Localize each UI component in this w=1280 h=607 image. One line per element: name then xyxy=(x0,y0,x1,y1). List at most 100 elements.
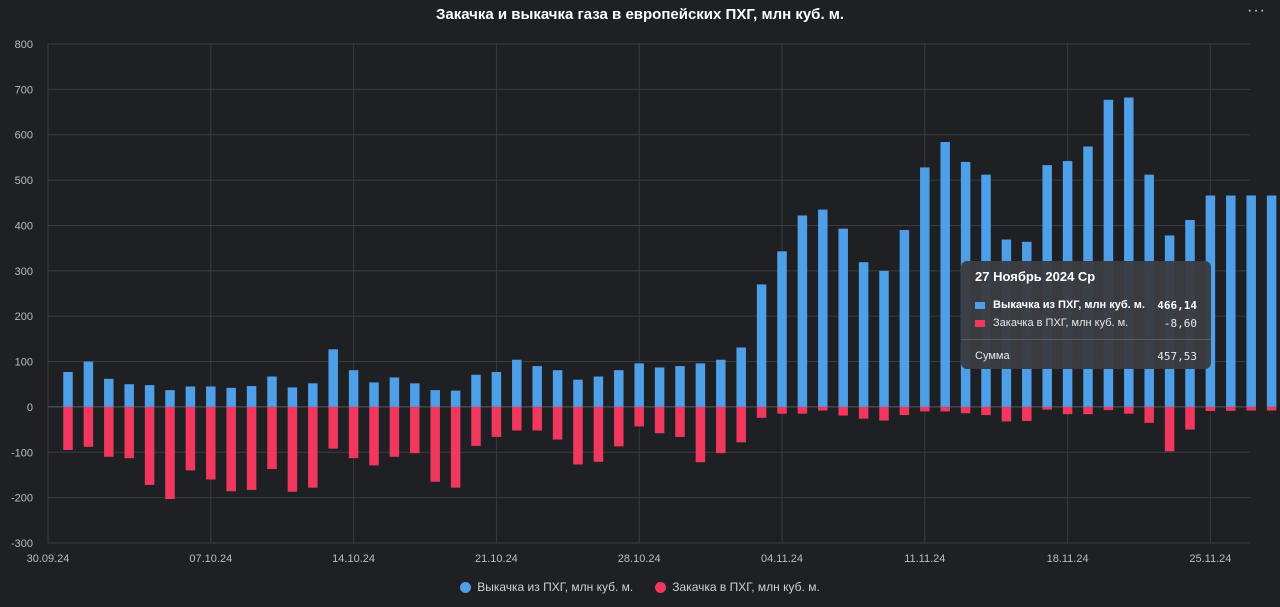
bar-outflow[interactable] xyxy=(1246,195,1256,407)
bar-outflow[interactable] xyxy=(491,371,502,407)
bar-inflow[interactable] xyxy=(124,406,134,459)
bar-inflow[interactable] xyxy=(512,406,522,431)
bar-outflow[interactable] xyxy=(1266,195,1277,407)
bar-outflow[interactable] xyxy=(777,251,787,407)
bar-inflow[interactable] xyxy=(246,406,257,490)
bar-inflow[interactable] xyxy=(1103,406,1114,411)
legend-item-outflow[interactable]: Выкачка из ПХГ, млн куб. м. xyxy=(460,580,633,594)
bar-inflow[interactable] xyxy=(1246,406,1256,411)
bar-inflow[interactable] xyxy=(1185,406,1195,430)
bar-outflow[interactable] xyxy=(736,347,746,407)
bar-inflow[interactable] xyxy=(614,406,624,447)
bar-inflow[interactable] xyxy=(1164,406,1175,452)
bar-inflow[interactable] xyxy=(430,406,440,482)
bar-outflow[interactable] xyxy=(858,262,869,407)
bar-inflow[interactable] xyxy=(1001,406,1012,422)
bar-inflow[interactable] xyxy=(226,406,236,492)
bar-inflow[interactable] xyxy=(1042,406,1052,410)
bar-outflow[interactable] xyxy=(654,367,665,407)
bar-inflow[interactable] xyxy=(1062,406,1073,415)
bar-inflow[interactable] xyxy=(267,406,277,470)
bar-inflow[interactable] xyxy=(838,406,848,416)
bar-inflow[interactable] xyxy=(736,406,746,443)
bar-outflow[interactable] xyxy=(246,386,257,407)
bar-inflow[interactable] xyxy=(308,406,318,488)
bar-inflow[interactable] xyxy=(634,406,644,427)
bar-inflow[interactable] xyxy=(287,406,298,492)
bar-inflow[interactable] xyxy=(573,406,583,465)
bar-outflow[interactable] xyxy=(1103,99,1114,407)
bar-inflow[interactable] xyxy=(348,406,359,459)
bar-outflow[interactable] xyxy=(1124,97,1134,407)
bar-inflow[interactable] xyxy=(899,406,910,416)
bar-outflow[interactable] xyxy=(1226,195,1236,407)
bar-inflow[interactable] xyxy=(920,406,930,412)
bar-inflow[interactable] xyxy=(410,406,420,454)
bar-inflow[interactable] xyxy=(858,406,869,419)
more-menu-icon[interactable]: ··· xyxy=(1247,2,1266,19)
legend-item-inflow[interactable]: Закачка в ПХГ, млн куб. м. xyxy=(655,580,820,594)
bar-outflow[interactable] xyxy=(512,359,522,407)
bar-inflow[interactable] xyxy=(981,406,991,416)
bar-inflow[interactable] xyxy=(960,406,971,414)
bar-outflow[interactable] xyxy=(144,385,155,407)
bar-outflow[interactable] xyxy=(797,215,808,407)
bar-outflow[interactable] xyxy=(838,228,848,407)
bar-outflow[interactable] xyxy=(552,370,563,407)
bar-outflow[interactable] xyxy=(899,229,910,407)
bar-inflow[interactable] xyxy=(940,406,950,412)
bar-outflow[interactable] xyxy=(226,387,236,407)
bar-outflow[interactable] xyxy=(920,167,930,407)
bar-inflow[interactable] xyxy=(144,406,155,485)
bar-outflow[interactable] xyxy=(63,371,73,407)
bar-inflow[interactable] xyxy=(165,406,175,499)
bar-outflow[interactable] xyxy=(267,376,277,407)
bar-outflow[interactable] xyxy=(389,377,400,407)
bar-outflow[interactable] xyxy=(185,386,196,407)
bar-outflow[interactable] xyxy=(756,284,767,407)
bar-outflow[interactable] xyxy=(369,382,379,407)
bar-inflow[interactable] xyxy=(491,406,502,437)
bar-outflow[interactable] xyxy=(695,363,706,407)
bar-outflow[interactable] xyxy=(308,383,318,407)
bar-outflow[interactable] xyxy=(430,390,440,407)
bar-inflow[interactable] xyxy=(1205,406,1216,411)
bar-outflow[interactable] xyxy=(716,359,726,407)
bar-inflow[interactable] xyxy=(552,406,563,440)
bar-inflow[interactable] xyxy=(1124,406,1134,414)
bar-inflow[interactable] xyxy=(716,406,726,454)
bar-outflow[interactable] xyxy=(124,384,134,407)
bar-inflow[interactable] xyxy=(104,406,114,457)
bar-outflow[interactable] xyxy=(675,366,685,407)
bar-inflow[interactable] xyxy=(1144,406,1154,423)
bar-inflow[interactable] xyxy=(63,406,73,451)
bar-inflow[interactable] xyxy=(593,406,604,462)
bar-inflow[interactable] xyxy=(818,406,828,411)
bar-outflow[interactable] xyxy=(940,141,950,407)
bar-inflow[interactable] xyxy=(777,406,787,414)
bar-inflow[interactable] xyxy=(675,406,685,437)
bar-inflow[interactable] xyxy=(1083,406,1093,415)
bar-inflow[interactable] xyxy=(1022,406,1032,421)
bar-outflow[interactable] xyxy=(573,379,583,407)
bar-outflow[interactable] xyxy=(206,386,216,407)
bar-inflow[interactable] xyxy=(1226,406,1236,411)
bar-outflow[interactable] xyxy=(532,366,542,407)
bar-outflow[interactable] xyxy=(104,378,114,407)
bar-outflow[interactable] xyxy=(287,387,298,407)
bar-outflow[interactable] xyxy=(83,361,94,407)
bar-inflow[interactable] xyxy=(389,406,400,457)
bar-outflow[interactable] xyxy=(593,376,604,407)
bar-outflow[interactable] xyxy=(471,374,481,407)
bar-outflow[interactable] xyxy=(450,390,461,407)
bar-outflow[interactable] xyxy=(410,383,420,407)
bar-outflow[interactable] xyxy=(634,363,644,407)
bar-outflow[interactable] xyxy=(165,390,175,407)
bar-inflow[interactable] xyxy=(206,406,216,480)
bar-inflow[interactable] xyxy=(797,406,808,414)
bar-inflow[interactable] xyxy=(471,406,481,446)
bar-inflow[interactable] xyxy=(450,406,461,488)
bar-inflow[interactable] xyxy=(1266,406,1277,411)
bar-inflow[interactable] xyxy=(328,406,338,449)
bar-inflow[interactable] xyxy=(654,406,665,434)
